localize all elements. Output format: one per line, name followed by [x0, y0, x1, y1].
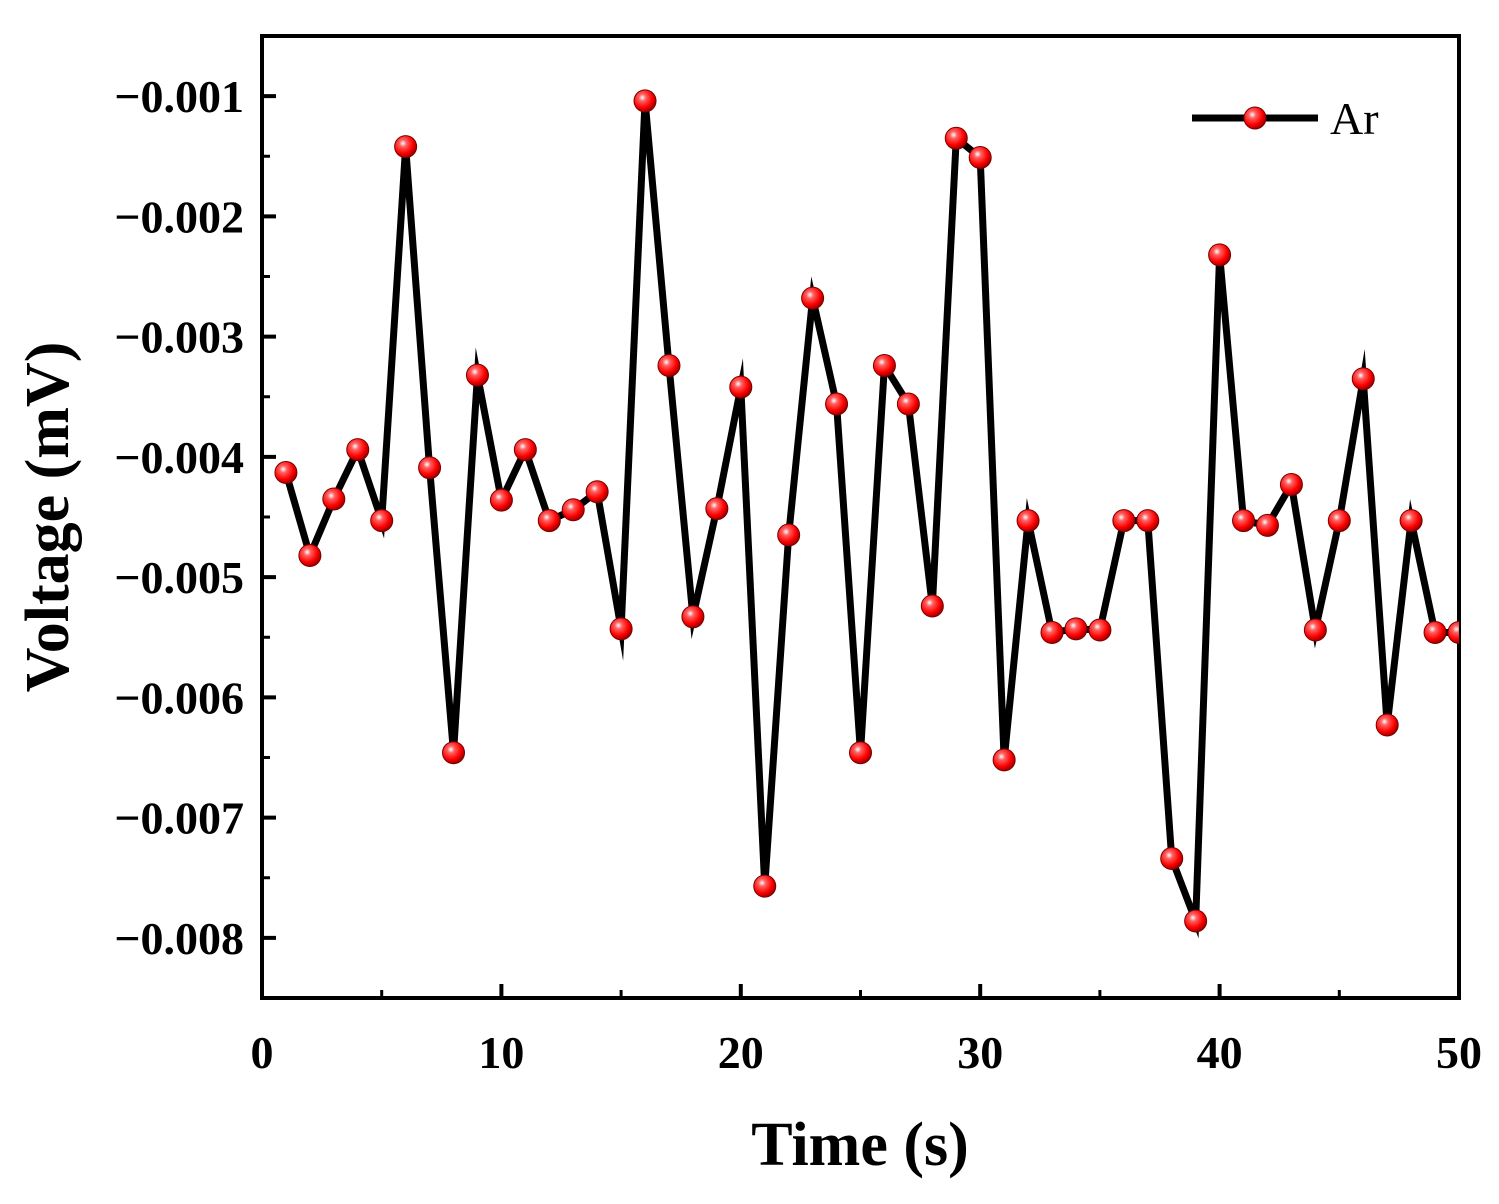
x-tick-label: 20	[718, 1027, 764, 1078]
data-point	[825, 392, 849, 416]
data-point	[1184, 909, 1208, 933]
y-tick-label: −0.005	[114, 552, 244, 603]
data-point	[1136, 509, 1160, 533]
data-point	[346, 438, 370, 462]
y-tick-label: −0.004	[114, 432, 244, 483]
data-point	[1040, 620, 1064, 644]
data-point	[896, 392, 920, 416]
data-point	[1232, 509, 1256, 533]
data-point	[1303, 618, 1327, 642]
data-point	[777, 523, 801, 547]
y-tick-label: −0.006	[114, 672, 244, 723]
data-point	[394, 135, 418, 159]
legend-label: Ar	[1330, 93, 1379, 144]
data-point	[1399, 509, 1423, 533]
y-tick-label: −0.003	[114, 312, 244, 363]
plot-frame	[260, 34, 1461, 1000]
data-point	[1375, 713, 1399, 737]
data-point	[968, 145, 992, 169]
axis-ticks	[260, 94, 1461, 998]
data-point	[849, 741, 872, 765]
data-point	[633, 89, 657, 113]
x-axis-title: Time (s)	[751, 1111, 969, 1179]
x-tick-label: 30	[957, 1027, 1003, 1078]
data-point	[322, 487, 346, 511]
data-point	[753, 874, 777, 898]
y-tick-label: −0.007	[114, 793, 244, 844]
y-tick-label: −0.001	[114, 71, 244, 122]
data-point	[705, 497, 729, 521]
legend: Ar	[1192, 93, 1379, 144]
data-point	[801, 286, 825, 310]
x-tick-label: 50	[1436, 1027, 1482, 1078]
data-point	[465, 363, 489, 387]
data-point	[370, 509, 394, 533]
data-point	[1327, 509, 1351, 533]
data-point	[418, 456, 442, 480]
data-point	[1016, 509, 1040, 533]
data-point	[681, 605, 705, 629]
data-point	[561, 498, 585, 522]
y-tick-label: −0.002	[114, 191, 244, 242]
data-point	[872, 353, 896, 377]
x-tick-label: 40	[1197, 1027, 1243, 1078]
data-point	[1255, 513, 1279, 537]
data-point	[585, 480, 609, 504]
data-point	[657, 353, 681, 377]
y-tick-label: −0.008	[114, 913, 244, 964]
data-point	[1279, 473, 1303, 497]
data-point	[1351, 367, 1375, 391]
data-point	[1160, 847, 1184, 871]
data-point	[442, 741, 466, 765]
x-tick-label: 0	[251, 1027, 274, 1078]
data-point	[1112, 509, 1136, 533]
x-tick-label: 10	[478, 1027, 524, 1078]
data-point	[489, 488, 513, 512]
legend-marker	[1243, 106, 1267, 130]
data-point	[537, 509, 561, 533]
y-axis-title: Voltage (mV)	[14, 342, 82, 693]
data-point	[1064, 617, 1088, 641]
data-point	[992, 748, 1016, 772]
y-tick-labels: −0.001 −0.002 −0.003 −0.004 −0.005 −0.006 −0.0…	[114, 71, 244, 964]
data-point	[274, 461, 298, 485]
data-point	[920, 594, 944, 618]
data-point	[1088, 618, 1112, 642]
data-point	[1423, 620, 1447, 644]
x-tick-labels: 0 10 20 30 40 50	[251, 1027, 1483, 1078]
data-point	[1208, 243, 1232, 267]
data-point	[298, 543, 322, 567]
data-point	[729, 375, 753, 399]
data-point	[609, 617, 633, 641]
data-point	[944, 126, 968, 150]
data-point	[513, 438, 537, 462]
series-layer	[274, 89, 1459, 939]
data-point	[1447, 620, 1459, 644]
